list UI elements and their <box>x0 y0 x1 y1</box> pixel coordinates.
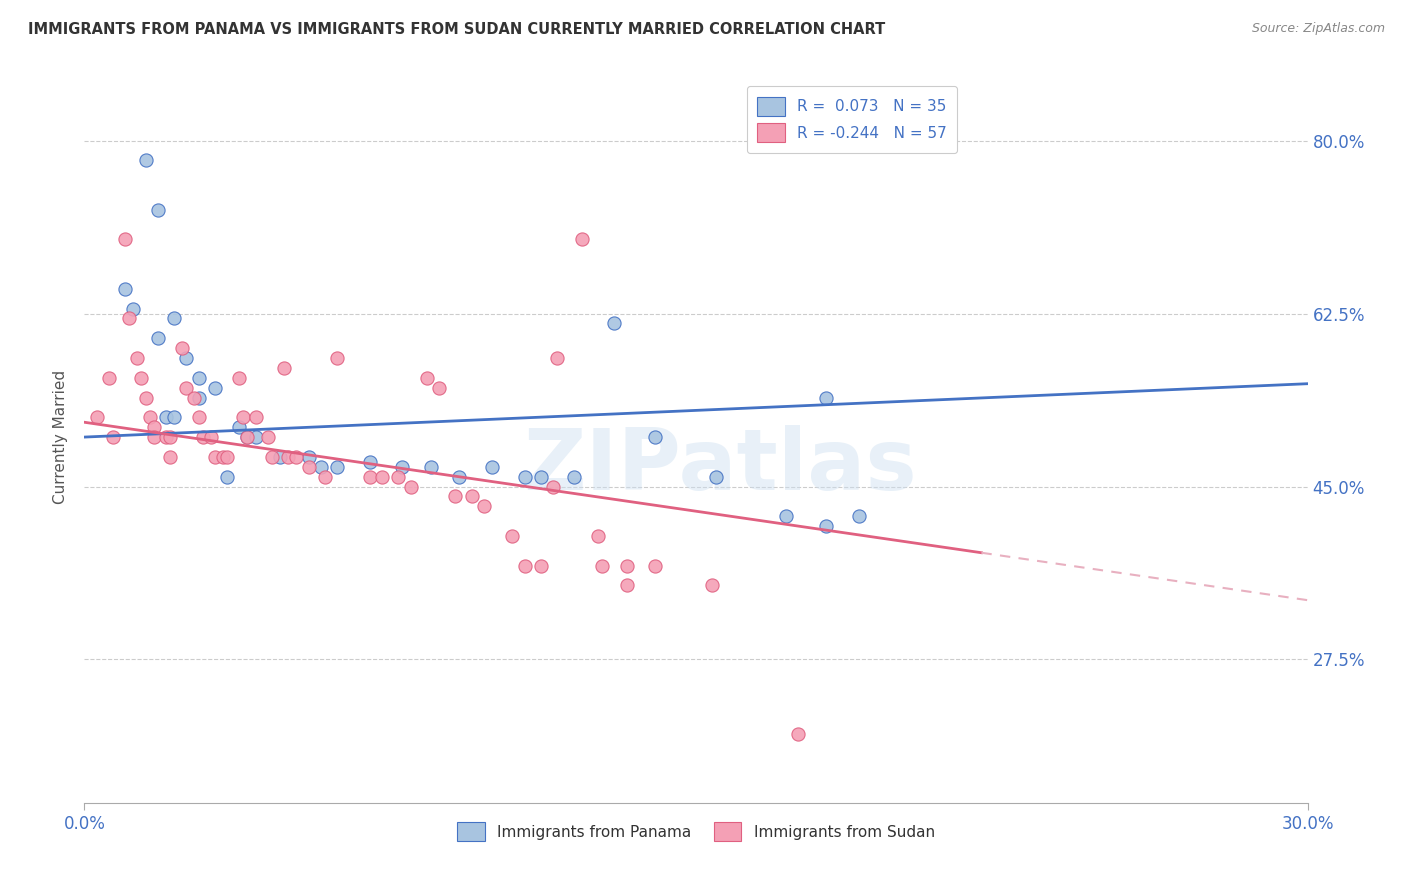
Point <box>285 450 308 464</box>
Point <box>616 578 638 592</box>
Text: Source: ZipAtlas.com: Source: ZipAtlas.com <box>1251 22 1385 36</box>
Point <box>135 391 157 405</box>
Point <box>326 459 349 474</box>
Point <box>502 529 524 543</box>
Point <box>260 450 283 464</box>
Point <box>122 301 145 316</box>
Text: ZIPatlas: ZIPatlas <box>523 425 917 508</box>
Legend: Immigrants from Panama, Immigrants from Sudan: Immigrants from Panama, Immigrants from … <box>449 813 943 850</box>
Point <box>530 469 553 483</box>
Point <box>309 459 332 474</box>
Point <box>706 469 728 483</box>
Point <box>236 430 259 444</box>
Point <box>427 381 450 395</box>
Point <box>114 232 136 246</box>
Point <box>228 371 250 385</box>
Point <box>472 500 495 514</box>
Point <box>571 232 593 246</box>
Point <box>416 371 439 385</box>
Point <box>97 371 120 385</box>
Point <box>591 558 613 573</box>
Point <box>644 430 666 444</box>
Point <box>114 282 136 296</box>
Point <box>603 317 626 331</box>
Point <box>183 391 205 405</box>
Point <box>174 381 197 395</box>
Point <box>245 430 267 444</box>
Point <box>543 479 565 493</box>
Point <box>131 371 153 385</box>
Point <box>387 469 409 483</box>
Point <box>228 420 250 434</box>
Point <box>135 153 157 168</box>
Point <box>702 578 724 592</box>
Point <box>236 430 259 444</box>
Point <box>546 351 568 365</box>
Point <box>371 469 394 483</box>
Point <box>217 450 239 464</box>
Point <box>461 489 484 503</box>
Point <box>187 410 209 425</box>
Point <box>172 341 194 355</box>
Point <box>644 558 666 573</box>
Point <box>245 410 267 425</box>
Point <box>513 558 536 573</box>
Point <box>848 509 870 524</box>
Point <box>359 455 381 469</box>
Point <box>163 311 186 326</box>
Point <box>444 489 467 503</box>
Point <box>204 381 226 395</box>
Point <box>298 450 321 464</box>
Point <box>513 469 536 483</box>
Point <box>326 351 349 365</box>
Y-axis label: Currently Married: Currently Married <box>53 370 69 504</box>
Point <box>399 479 422 493</box>
Point <box>391 459 413 474</box>
Point <box>155 430 177 444</box>
Point <box>273 360 295 375</box>
Point <box>159 450 181 464</box>
Point <box>586 529 609 543</box>
Point <box>449 469 471 483</box>
Point <box>86 410 108 425</box>
Point <box>187 371 209 385</box>
Point <box>787 726 810 740</box>
Point <box>530 558 553 573</box>
Point <box>174 351 197 365</box>
Point <box>142 430 165 444</box>
Point <box>420 459 443 474</box>
Point <box>187 391 209 405</box>
Point <box>101 430 124 444</box>
Point <box>562 469 585 483</box>
Point <box>269 450 291 464</box>
Point <box>142 420 165 434</box>
Point <box>277 450 299 464</box>
Point <box>232 410 254 425</box>
Point <box>159 430 181 444</box>
Point <box>127 351 149 365</box>
Point <box>155 410 177 425</box>
Point <box>118 311 141 326</box>
Point <box>815 519 838 533</box>
Point <box>616 558 638 573</box>
Point <box>257 430 280 444</box>
Point <box>200 430 222 444</box>
Point <box>146 331 169 345</box>
Point <box>217 469 239 483</box>
Point <box>298 459 321 474</box>
Point <box>138 410 160 425</box>
Text: IMMIGRANTS FROM PANAMA VS IMMIGRANTS FROM SUDAN CURRENTLY MARRIED CORRELATION CH: IMMIGRANTS FROM PANAMA VS IMMIGRANTS FRO… <box>28 22 886 37</box>
Point <box>212 450 235 464</box>
Point <box>191 430 214 444</box>
Point <box>775 509 797 524</box>
Point <box>146 202 169 217</box>
Point <box>204 450 226 464</box>
Point <box>359 469 381 483</box>
Point <box>163 410 186 425</box>
Point <box>481 459 503 474</box>
Point <box>815 391 838 405</box>
Point <box>314 469 336 483</box>
